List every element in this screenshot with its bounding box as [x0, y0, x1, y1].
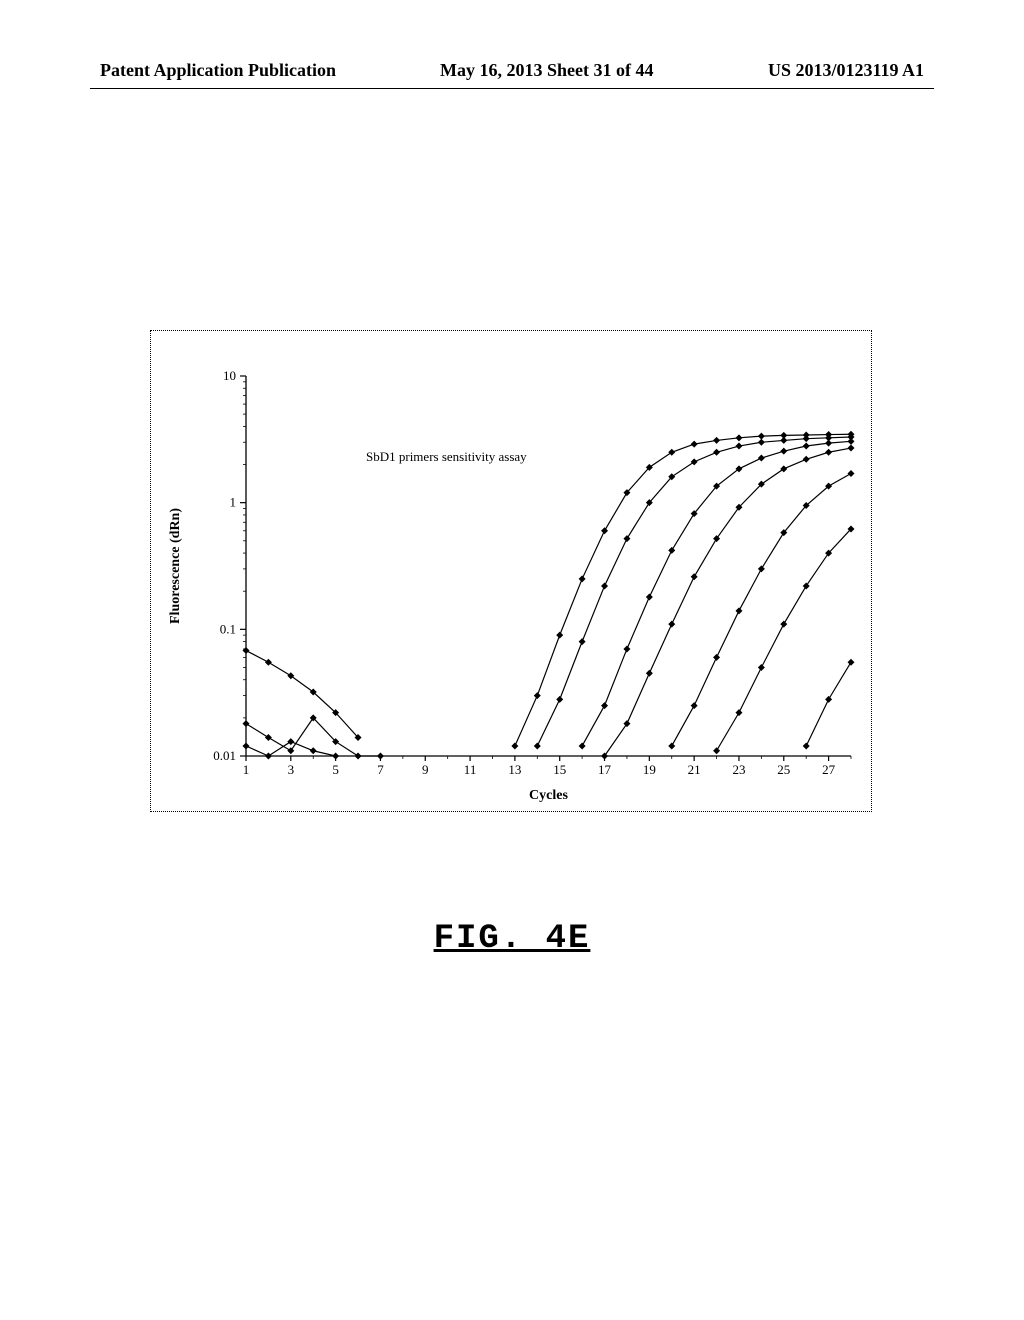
- figure-label: FIG. 4E: [0, 920, 1024, 958]
- chart-container: 0.010.111013579111315171921232527CyclesF…: [150, 330, 872, 812]
- svg-text:21: 21: [688, 762, 701, 777]
- amplification-chart: 0.010.111013579111315171921232527CyclesF…: [151, 331, 871, 811]
- svg-text:19: 19: [643, 762, 656, 777]
- svg-text:Cycles: Cycles: [529, 788, 568, 803]
- svg-text:0.01: 0.01: [213, 748, 236, 763]
- svg-text:0.1: 0.1: [220, 621, 236, 636]
- svg-text:27: 27: [822, 762, 836, 777]
- svg-text:1: 1: [243, 762, 250, 777]
- svg-text:10: 10: [223, 368, 236, 383]
- svg-text:Fluorescence (dRn): Fluorescence (dRn): [168, 508, 183, 624]
- svg-text:15: 15: [553, 762, 566, 777]
- svg-text:7: 7: [377, 762, 384, 777]
- svg-text:9: 9: [422, 762, 429, 777]
- svg-text:5: 5: [332, 762, 339, 777]
- svg-text:11: 11: [464, 762, 477, 777]
- svg-text:3: 3: [288, 762, 295, 777]
- svg-text:17: 17: [598, 762, 612, 777]
- header-pub-type: Patent Application Publication: [100, 60, 336, 81]
- svg-text:1: 1: [230, 495, 237, 510]
- header-date-sheet: May 16, 2013 Sheet 31 of 44: [440, 60, 653, 81]
- svg-text:SbD1 primers sensitivity assay: SbD1 primers sensitivity assay: [366, 449, 527, 464]
- svg-text:23: 23: [732, 762, 745, 777]
- header-rule: [90, 88, 934, 89]
- svg-text:13: 13: [508, 762, 521, 777]
- svg-text:25: 25: [777, 762, 790, 777]
- header-pub-number: US 2013/0123119 A1: [768, 60, 924, 81]
